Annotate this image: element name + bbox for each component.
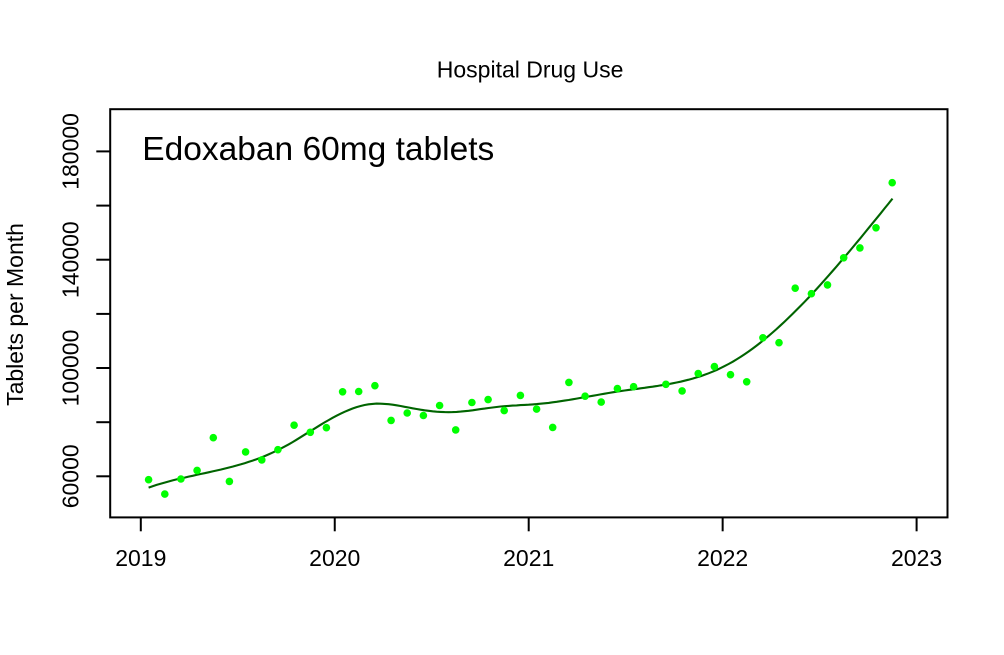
svg-text:Hospital Drug Use: Hospital Drug Use — [437, 57, 624, 83]
svg-text:2023: 2023 — [891, 545, 942, 571]
svg-text:2020: 2020 — [309, 545, 360, 571]
svg-text:60000: 60000 — [57, 444, 83, 508]
svg-text:2019: 2019 — [115, 545, 166, 571]
svg-text:Tablets per Month: Tablets per Month — [2, 223, 28, 406]
svg-text:140000: 140000 — [57, 221, 83, 298]
svg-text:2022: 2022 — [697, 545, 748, 571]
svg-text:180000: 180000 — [57, 113, 83, 190]
svg-text:2021: 2021 — [503, 545, 554, 571]
svg-text:Edoxaban 60mg tablets: Edoxaban 60mg tablets — [142, 131, 494, 168]
svg-text:100000: 100000 — [57, 330, 83, 407]
